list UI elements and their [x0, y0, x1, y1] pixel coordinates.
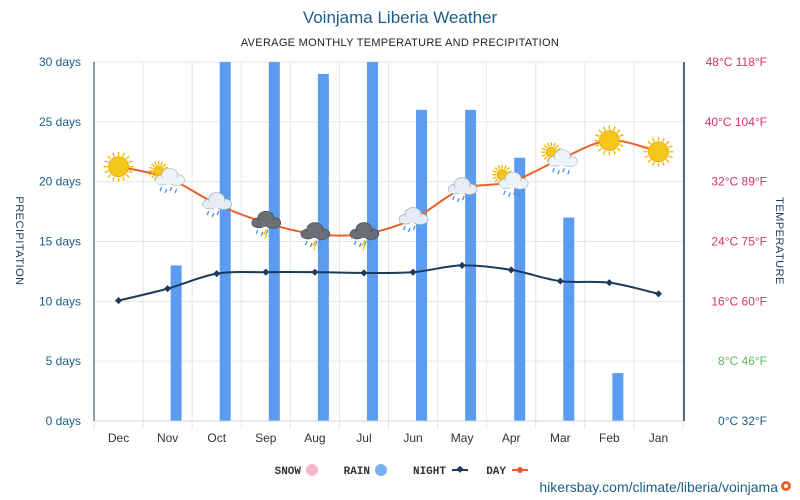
- temperature-tick-label: 48°C 118°F: [706, 55, 767, 69]
- right-axis-title: PRECIPITATION: [13, 196, 25, 285]
- precipitation-tick-label: 5 days: [46, 354, 81, 368]
- storm-icon: [300, 222, 331, 251]
- temperature-tick-label: 8°C 46°F: [718, 354, 767, 368]
- temperature-tick-label: 32°C 89°F: [711, 175, 767, 189]
- rain-bar[interactable]: [416, 109, 428, 421]
- storm-icon: [251, 211, 282, 240]
- chart-title: Voinjama Liberia Weather: [303, 8, 498, 27]
- sun-icon: [643, 136, 674, 167]
- rain-bar[interactable]: [170, 265, 182, 421]
- night-temperature-point[interactable]: [409, 268, 417, 276]
- month-label: Mar: [550, 431, 571, 445]
- month-label: Apr: [502, 431, 521, 445]
- rain-bar[interactable]: [563, 217, 575, 421]
- rain-bar[interactable]: [612, 373, 624, 421]
- rain-bar[interactable]: [219, 62, 231, 421]
- legend-label-day: DAY: [486, 466, 506, 478]
- temperature-tick-label: 0°C 32°F: [718, 414, 767, 428]
- legend-item-snow[interactable]: SNOW: [275, 464, 318, 478]
- legend-label-rain: RAIN: [344, 466, 370, 478]
- precipitation-tick-label: 25 days: [39, 115, 81, 129]
- legend: DAY NIGHT RAIN SNOW: [275, 464, 528, 478]
- month-label: Sep: [255, 431, 277, 445]
- temperature-tick-label: 16°C 60°F: [711, 294, 767, 308]
- watermark-text: hikersbay.com/climate/liberia/voinjama: [539, 479, 778, 495]
- rain-bar[interactable]: [514, 157, 526, 421]
- precipitation-tick-label: 30 days: [39, 55, 81, 69]
- night-temperature-line: [118, 264, 659, 302]
- night-temperature-point[interactable]: [311, 268, 319, 276]
- rain-bar[interactable]: [317, 73, 329, 421]
- night-temperature-point[interactable]: [115, 297, 123, 305]
- location-pin-icon: [781, 481, 791, 491]
- rain-bar[interactable]: [268, 62, 280, 421]
- month-label: Feb: [599, 431, 620, 445]
- legend-label-night: NIGHT: [413, 466, 446, 478]
- rain-bar[interactable]: [366, 62, 378, 421]
- precipitation-tick-label: 0 days: [46, 414, 81, 428]
- month-label: Dec: [108, 431, 129, 445]
- cloud-rain-icon: [202, 192, 233, 218]
- legend-item-rain[interactable]: RAIN: [344, 464, 387, 478]
- night-temperature-point[interactable]: [507, 266, 515, 274]
- watermark: hikersbay.com/climate/liberia/voinjama: [539, 479, 791, 495]
- weather-icons: [103, 125, 674, 251]
- gridlines: [93, 61, 684, 429]
- legend-item-day[interactable]: DAY: [486, 466, 528, 478]
- month-label: May: [451, 431, 474, 445]
- night-temperature-point[interactable]: [556, 277, 564, 285]
- night-temperature-point[interactable]: [262, 268, 270, 276]
- temperature-tick-label: 24°C 75°F: [711, 235, 767, 249]
- month-label: Nov: [157, 431, 178, 445]
- precipitation-tick-label: 15 days: [39, 235, 81, 249]
- night-temperature-point[interactable]: [360, 269, 368, 277]
- night-temperature-point[interactable]: [654, 290, 662, 298]
- left-axis-title: TEMPERATURE: [773, 197, 785, 285]
- storm-icon: [349, 222, 380, 251]
- month-label: Jan: [649, 431, 668, 445]
- sun-cloud-rain-icon: [492, 164, 529, 197]
- chart-subtitle: AVERAGE MONTHLY TEMPERATURE AND PRECIPIT…: [241, 37, 559, 49]
- precipitation-tick-label: 20 days: [39, 175, 81, 189]
- night-temperature-point[interactable]: [164, 285, 172, 293]
- sun-cloud-rain-icon: [541, 142, 578, 175]
- month-label: Jul: [356, 431, 371, 445]
- legend-label-snow: SNOW: [275, 466, 302, 478]
- month-label: Oct: [207, 431, 226, 445]
- sun-cloud-rain-icon: [148, 160, 185, 194]
- night-temperature-point[interactable]: [605, 279, 613, 287]
- legend-item-night[interactable]: NIGHT: [413, 465, 468, 478]
- sun-icon: [594, 125, 625, 156]
- cloud-rain-icon: [398, 207, 429, 233]
- month-label: Aug: [304, 431, 325, 445]
- axes: 0°C 32°F 0 days 8°C 46°F 5 days 16°C 60°F 10 …: [39, 55, 767, 445]
- night-temperature-point[interactable]: [213, 270, 221, 278]
- month-label: Jun: [403, 431, 422, 445]
- cloud-rain-icon: [447, 177, 478, 203]
- night-temperature-point[interactable]: [458, 261, 466, 269]
- precipitation-tick-label: 10 days: [39, 294, 81, 308]
- temperature-tick-label: 40°C 104°F: [705, 115, 767, 129]
- sun-icon: [103, 151, 134, 182]
